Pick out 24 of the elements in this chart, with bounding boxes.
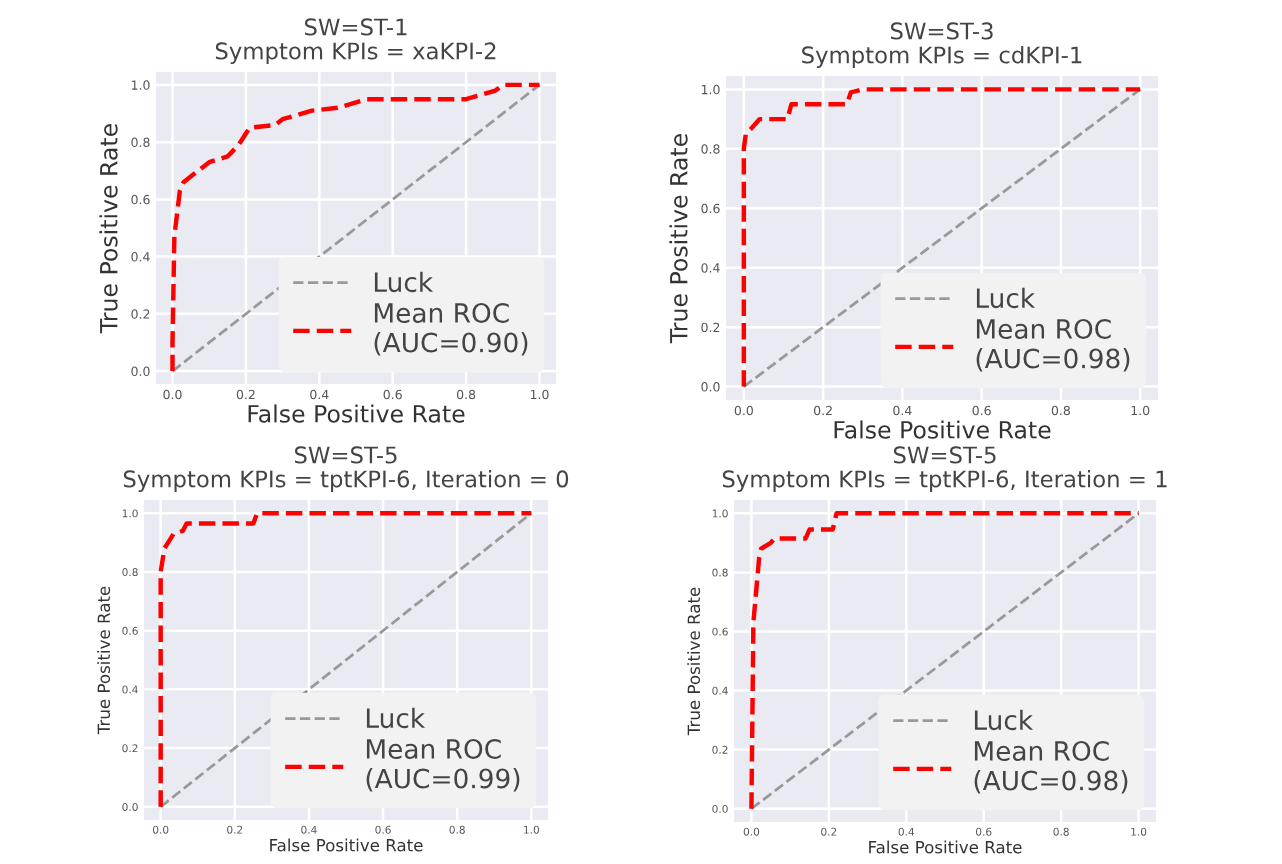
chart-title: SW=ST-1 <box>304 18 407 36</box>
x-axis-title: False Positive Rate <box>834 420 1051 439</box>
legend-label: Mean ROC (AUC=0.90) <box>374 302 528 356</box>
chart-subtitle: Symptom KPIs = xaKPI-2 <box>215 42 496 64</box>
x-axis-title: False Positive Rate <box>869 840 1022 854</box>
x-axis-title: False Positive Rate <box>270 838 423 852</box>
y-axis-title: True Positive Rate <box>97 586 111 735</box>
chart-subtitle: Symptom KPIs = cdKPI-1 <box>802 45 1082 68</box>
legend-label: Luck <box>976 287 1036 309</box>
y-axis-title: True Positive Rate <box>687 587 701 736</box>
chart-title: SW=ST-3 <box>890 22 993 40</box>
legend-label: Luck <box>974 709 1034 731</box>
y-axis-title: True Positive Rate <box>99 124 118 334</box>
legend-label: Luck <box>374 271 434 293</box>
legend-label: Mean ROC (AUC=0.98) <box>976 318 1130 372</box>
legend-label: Luck <box>366 707 426 729</box>
legend-label: Mean ROC (AUC=0.99) <box>366 738 520 792</box>
chart-title: SW=ST-5 <box>893 446 996 464</box>
x-axis-title: False Positive Rate <box>248 404 465 423</box>
legend-label: Mean ROC (AUC=0.98) <box>974 740 1128 794</box>
y-axis-title: True Positive Rate <box>669 134 688 344</box>
chart-subtitle: Symptom KPIs = tptKPI-6, Iteration = 0 <box>123 469 569 492</box>
chart-subtitle: Symptom KPIs = tptKPI-6, Iteration = 1 <box>722 469 1167 492</box>
chart-title: SW=ST-5 <box>294 446 397 464</box>
